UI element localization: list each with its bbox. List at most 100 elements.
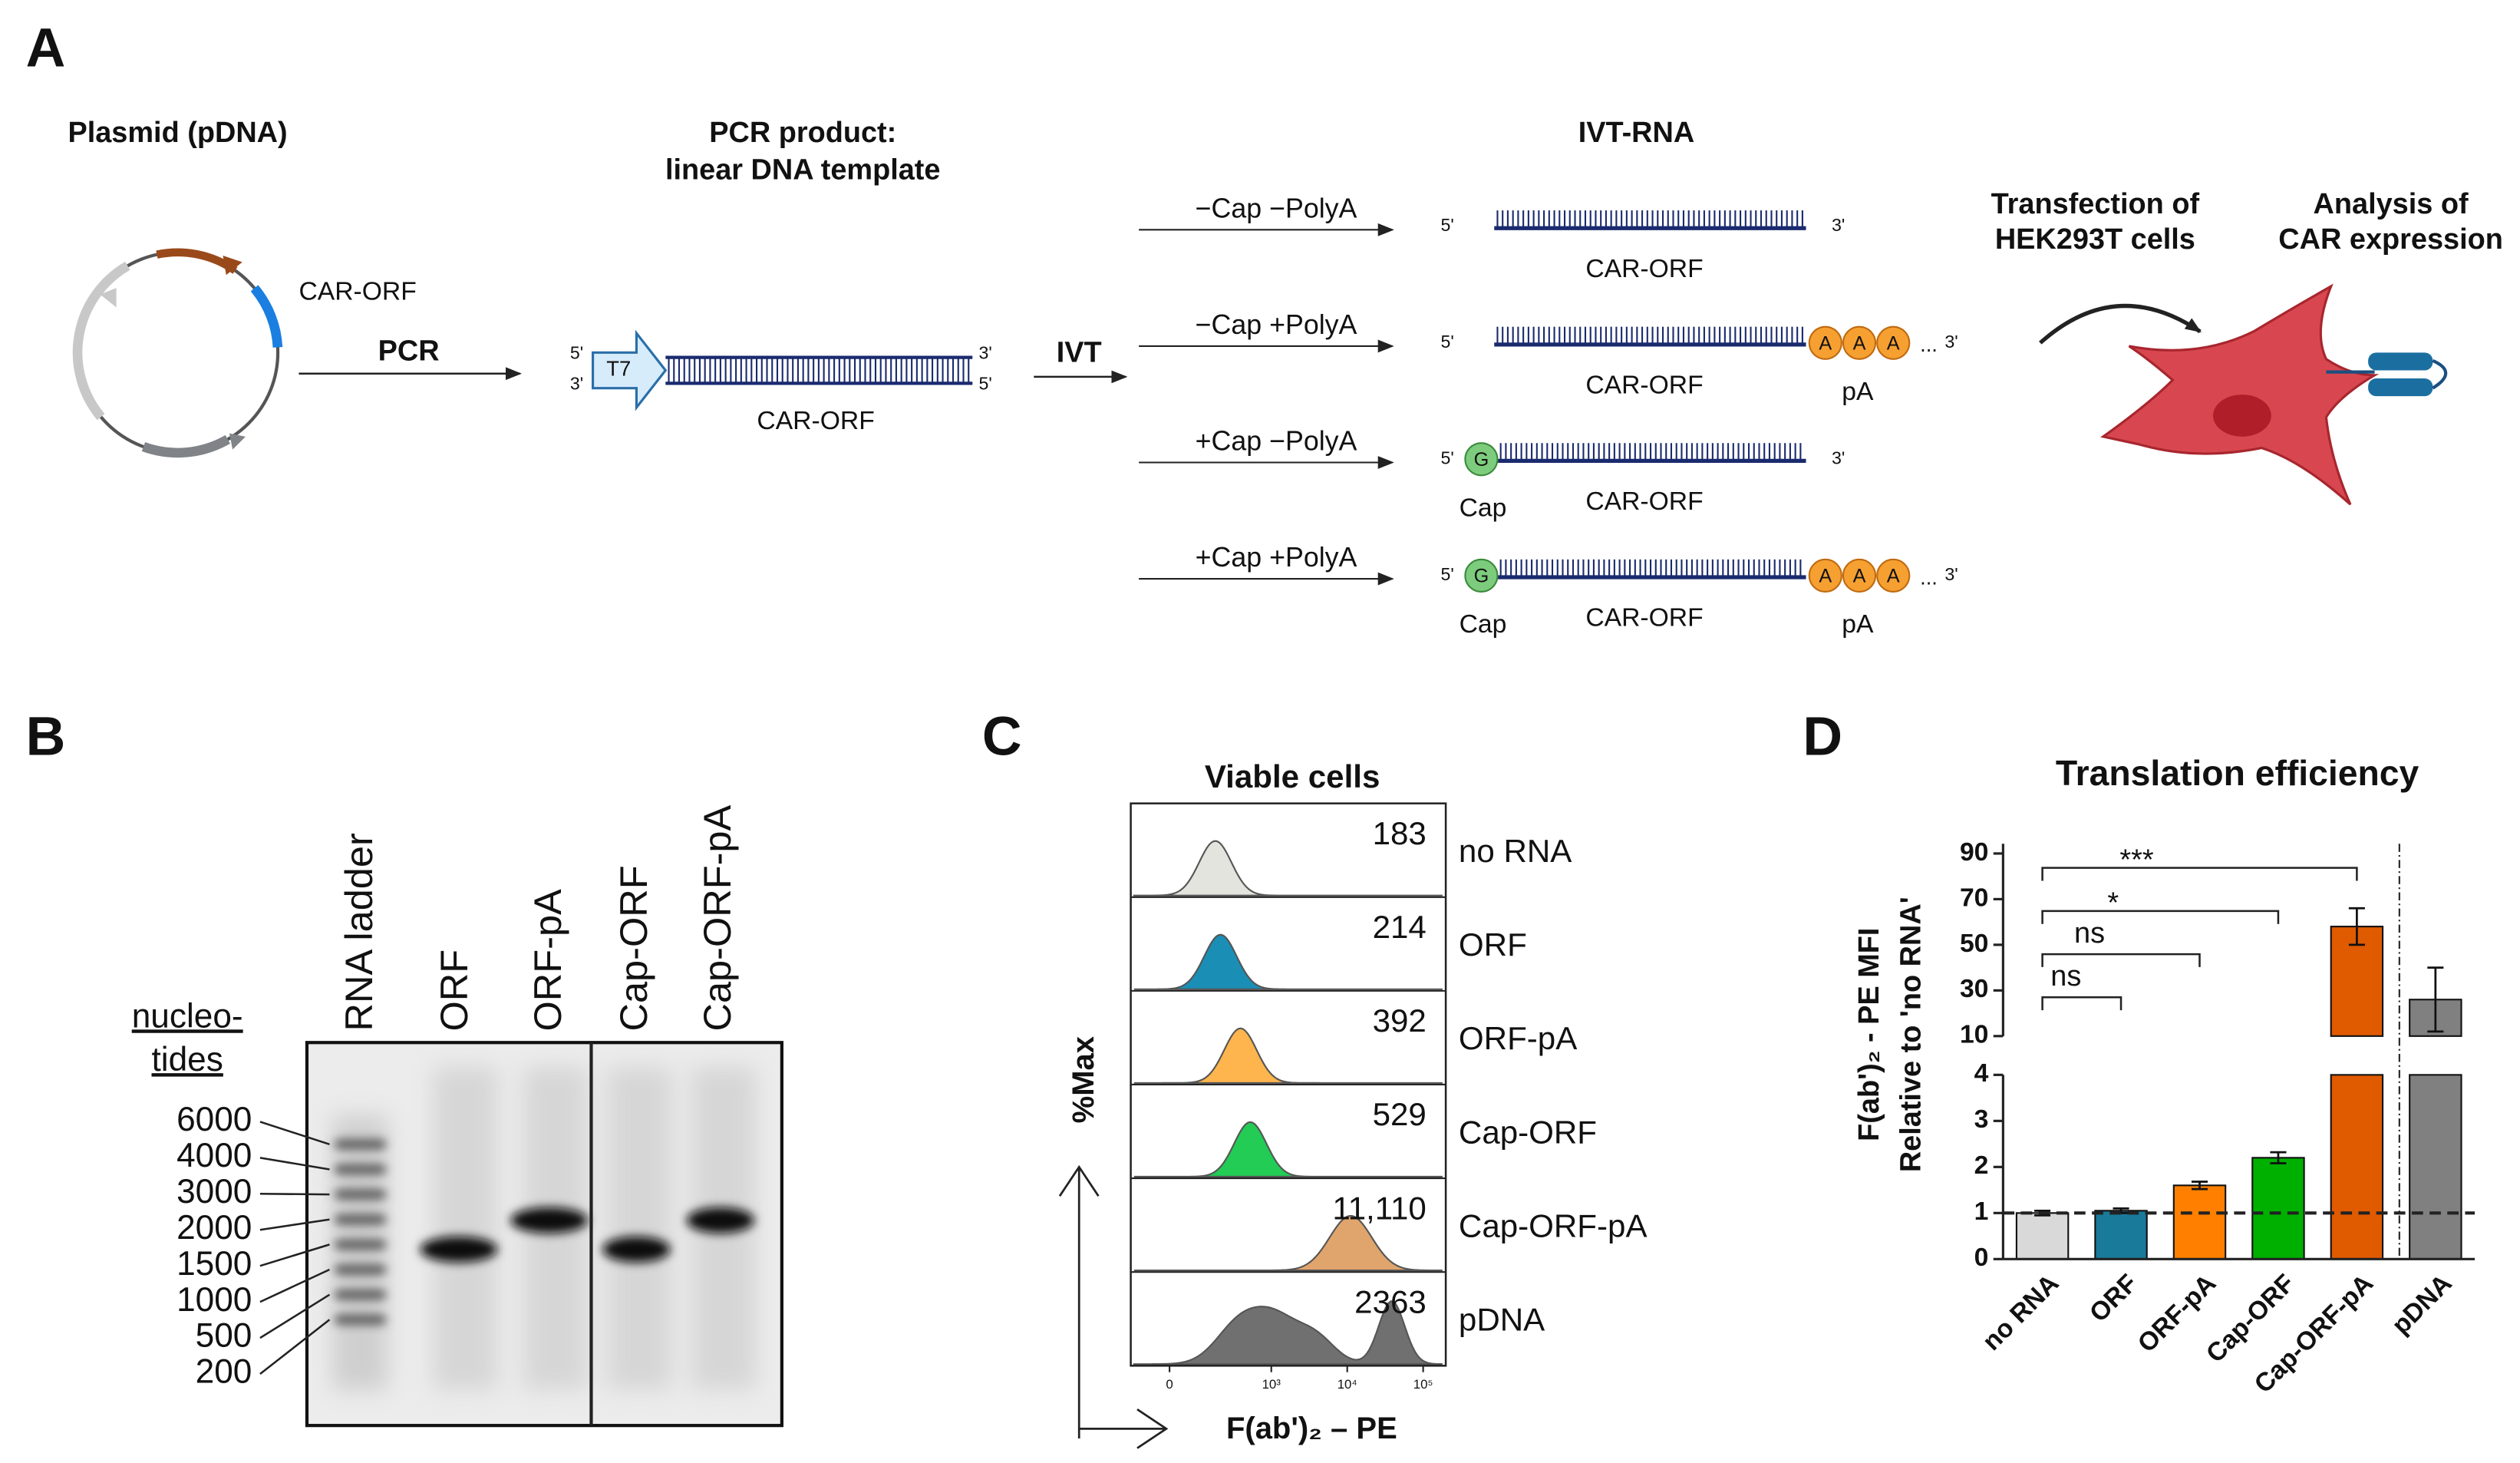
receptor-link bbox=[2432, 358, 2448, 390]
strand-end: 5' bbox=[1441, 447, 1454, 467]
ivt-title: IVT-RNA bbox=[1578, 117, 1695, 149]
sample-name: pDNA bbox=[1459, 1302, 1545, 1338]
polya-letter: A bbox=[1819, 332, 1832, 354]
ladder-size: 2000 bbox=[176, 1209, 252, 1247]
ladder-size: 3000 bbox=[176, 1173, 252, 1210]
ladder-pointer bbox=[259, 1218, 330, 1231]
polya-circle bbox=[1876, 325, 1911, 360]
ladder-band bbox=[334, 1139, 387, 1150]
lane-smear bbox=[607, 1066, 672, 1390]
pcr-title: PCR product: bbox=[709, 117, 896, 149]
y-tick-label: 50 bbox=[1960, 930, 1988, 958]
panel-letter: C bbox=[982, 705, 1022, 767]
lane-label: Cap-ORF bbox=[612, 865, 655, 1031]
construct-label: +Cap +PolyA bbox=[1196, 542, 1357, 573]
significance-label: * bbox=[2107, 887, 2119, 919]
plasmid-segment bbox=[141, 434, 230, 458]
ladder-band bbox=[334, 1264, 387, 1275]
gene-label: CAR-ORF bbox=[1585, 255, 1703, 283]
histogram bbox=[1133, 1027, 1443, 1084]
panel-letter: B bbox=[26, 705, 66, 767]
y-tick-label: 1 bbox=[1974, 1197, 1989, 1226]
polya-circle bbox=[1808, 325, 1842, 360]
sample-name: ORF bbox=[1459, 926, 1527, 963]
lane-label: RNA ladder bbox=[337, 833, 381, 1031]
mfi-label: 529 bbox=[1373, 1096, 1427, 1132]
axis-title: tides bbox=[152, 1041, 223, 1078]
ellipsis: ... bbox=[1920, 565, 1938, 589]
rna-band bbox=[510, 1207, 589, 1233]
ellipsis: ... bbox=[1920, 332, 1938, 356]
ladder-size: 200 bbox=[196, 1353, 252, 1391]
strand-end: 5' bbox=[978, 374, 991, 394]
promoter-label: T7 bbox=[606, 357, 631, 381]
pcr-title: linear DNA template bbox=[665, 154, 940, 187]
panel-letter: A bbox=[26, 18, 66, 79]
significance-label: ns bbox=[2074, 917, 2105, 949]
plasmid-arrowhead bbox=[100, 288, 117, 308]
polya-letter: A bbox=[1853, 566, 1866, 587]
ladder-band bbox=[334, 1189, 387, 1200]
histogram bbox=[1133, 933, 1443, 990]
gene-label: CAR-ORF bbox=[1585, 371, 1703, 399]
ladder-size: 1500 bbox=[176, 1245, 252, 1283]
x-tick-label: 10⁵ bbox=[1413, 1377, 1433, 1392]
y-tick-label: 70 bbox=[1960, 883, 1988, 912]
rna-band bbox=[420, 1236, 498, 1263]
significance-bracket bbox=[2041, 910, 2280, 924]
significance-bracket bbox=[2041, 953, 2201, 967]
lane-label: ORF-pA bbox=[526, 889, 569, 1032]
significance-label: *** bbox=[2119, 844, 2153, 876]
bar bbox=[2409, 1074, 2462, 1260]
axis-title: nucleo- bbox=[132, 997, 243, 1035]
sample-name: Cap-ORF bbox=[1459, 1114, 1597, 1150]
ladder-size: 500 bbox=[196, 1317, 252, 1355]
polya-circle bbox=[1842, 325, 1877, 360]
significance-bracket bbox=[2041, 996, 2123, 1011]
mfi-label: 214 bbox=[1373, 909, 1427, 945]
polya-letter: A bbox=[1853, 332, 1866, 354]
significance-bracket bbox=[2041, 867, 2358, 881]
gene-label: CAR-ORF bbox=[1585, 604, 1703, 632]
construct-label: −Cap +PolyA bbox=[1196, 309, 1357, 340]
histogram bbox=[1133, 840, 1443, 897]
error-bar bbox=[2191, 1181, 2208, 1191]
mfi-label: 2363 bbox=[1354, 1283, 1427, 1319]
ladder-pointer bbox=[259, 1157, 330, 1171]
strand-end: 5' bbox=[570, 343, 583, 363]
promoter bbox=[592, 329, 668, 411]
y-tick-label: 3 bbox=[1974, 1105, 1989, 1134]
strand-end: 5' bbox=[1441, 564, 1454, 584]
receptor bbox=[2368, 378, 2433, 397]
cap-label: Cap bbox=[1460, 494, 1507, 522]
plasmid-segment bbox=[72, 261, 130, 421]
mfi-label: 183 bbox=[1373, 815, 1427, 851]
receptor bbox=[2368, 352, 2433, 371]
bar bbox=[2015, 1212, 2070, 1260]
histogram bbox=[1133, 1121, 1443, 1178]
error-bar bbox=[2270, 1151, 2287, 1164]
y-axis-label: %Max bbox=[1067, 1036, 1100, 1123]
cap-letter: G bbox=[1474, 449, 1489, 471]
strand-end: 3' bbox=[1944, 332, 1958, 352]
ladder-band bbox=[334, 1290, 387, 1300]
gene-label: CAR-ORF bbox=[299, 277, 416, 305]
polya-circle bbox=[1808, 558, 1842, 593]
strand-end: 3' bbox=[1832, 215, 1845, 235]
polya-letter: A bbox=[1887, 332, 1900, 354]
plasmid-arrowhead bbox=[229, 433, 246, 450]
lane-smear bbox=[433, 1066, 498, 1390]
ladder-band bbox=[334, 1314, 387, 1325]
y-axis-label: F(ab')₂ - PE MFI bbox=[1853, 928, 1885, 1141]
polya-label: pA bbox=[1842, 378, 1874, 406]
x-tick-label: 10⁴ bbox=[1338, 1377, 1357, 1392]
axis-arrow bbox=[1058, 1164, 1100, 1438]
y-tick-label: 0 bbox=[1974, 1243, 1989, 1272]
cap-label: Cap bbox=[1460, 610, 1507, 639]
y-axis-label: Relative to 'no RNA' bbox=[1895, 897, 1927, 1172]
strand-end: 3' bbox=[978, 343, 991, 363]
y-tick-label: 30 bbox=[1960, 975, 1988, 1003]
strand-end: 3' bbox=[1832, 447, 1845, 467]
y-tick-label: 90 bbox=[1960, 838, 1988, 867]
